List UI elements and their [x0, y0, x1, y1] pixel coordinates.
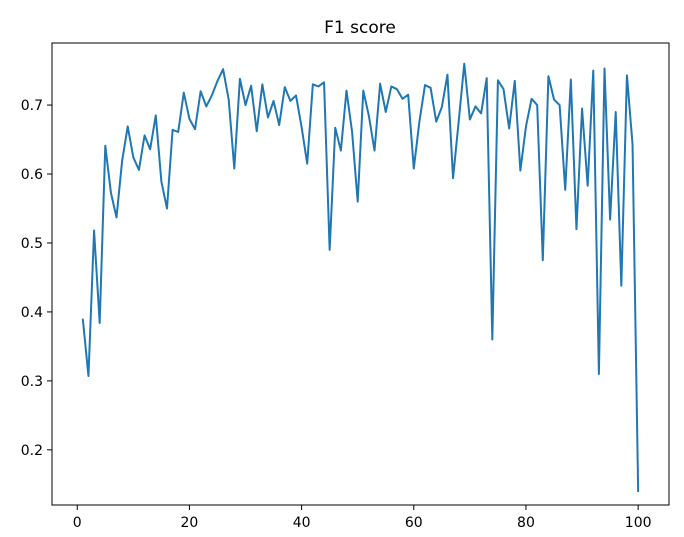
chart-title: F1 score: [324, 18, 396, 38]
x-tick-label: 0: [73, 515, 82, 531]
x-tick-label: 20: [181, 515, 199, 531]
y-tick-label: 0.2: [21, 443, 43, 459]
x-tick-label: 80: [517, 515, 535, 531]
y-tick-label: 0.6: [21, 167, 43, 183]
x-tick-label: 60: [405, 515, 423, 531]
y-tick-label: 0.5: [21, 236, 43, 252]
x-tick-label: 40: [293, 515, 311, 531]
f1-score-line: [81, 62, 640, 493]
x-axis-ticks: 0 20 40 60 80 100: [73, 505, 652, 531]
x-tick-label: 100: [625, 515, 652, 531]
y-tick-label: 0.7: [21, 98, 43, 114]
y-tick-label: 0.4: [21, 305, 43, 321]
y-tick-label: 0.3: [21, 374, 43, 390]
plot-frame: [51, 42, 670, 506]
y-axis-ticks: 0.2 0.3 0.4 0.5 0.6 0.7: [21, 98, 52, 459]
